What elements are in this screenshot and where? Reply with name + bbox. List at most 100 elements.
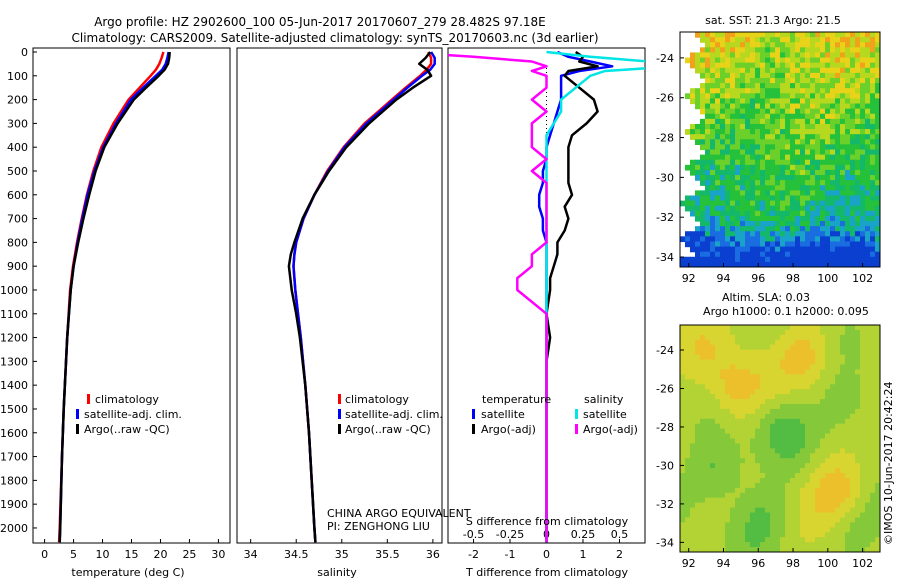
map-cell: [725, 226, 731, 232]
map-cell: [845, 169, 851, 176]
map-cell: [750, 354, 756, 361]
map-cell: [815, 359, 821, 366]
map-cell: [700, 433, 706, 440]
map-cell: [755, 517, 761, 523]
map-cell: [865, 123, 871, 130]
map-cell: [870, 144, 876, 151]
map-cell: [830, 458, 836, 464]
map-cell: [875, 215, 880, 222]
map-cell: [770, 512, 776, 519]
map-cell: [685, 433, 691, 440]
map-cell: [860, 256, 866, 263]
map-cell: [725, 139, 731, 145]
map-cell: [790, 487, 796, 494]
map-cell: [790, 482, 796, 489]
map-cell: [845, 139, 851, 145]
map-cell: [775, 344, 781, 351]
map-cell: [780, 325, 786, 331]
map-cell: [790, 246, 796, 253]
map-y-tick-label: -34: [656, 251, 674, 264]
map-cell: [725, 93, 731, 100]
map-cell: [815, 522, 821, 528]
map-cell: [795, 164, 801, 171]
map-cell: [795, 77, 801, 84]
map-cell: [845, 52, 851, 59]
map-cell: [870, 492, 876, 499]
map-cell: [780, 379, 786, 385]
map-cell: [680, 329, 686, 336]
map-cell: [685, 403, 691, 410]
map-cell: [860, 325, 866, 331]
map-cell: [740, 349, 746, 356]
map-cell: [720, 88, 726, 94]
map-cell: [800, 144, 806, 151]
map-cell: [835, 463, 841, 469]
map-cell: [870, 359, 876, 366]
map-cell: [780, 88, 786, 94]
map-cell: [705, 261, 711, 267]
map-cell: [760, 473, 766, 479]
map-cell: [695, 512, 701, 519]
map-cell: [695, 482, 701, 489]
map-cell: [820, 88, 826, 94]
map-cell: [835, 215, 841, 222]
map-cell: [735, 527, 741, 533]
map-cell: [745, 473, 751, 479]
map-cell: [685, 532, 691, 538]
map-cell: [855, 103, 861, 110]
map-cell: [835, 195, 841, 202]
map-cell: [705, 399, 711, 405]
map-cell: [795, 180, 801, 186]
map-cell: [745, 144, 751, 151]
map-cell: [750, 522, 756, 528]
map-cell: [710, 210, 716, 217]
map-cell: [710, 522, 716, 528]
map-cell: [825, 517, 831, 523]
map-cell: [835, 67, 841, 74]
map-cell: [700, 57, 706, 64]
map-cell: [690, 329, 696, 336]
depth-axis: 0100200300400500600700800900100011001200…: [0, 46, 37, 535]
map-cell: [715, 47, 721, 54]
map-cell: [700, 205, 706, 212]
map-cell: [760, 52, 766, 59]
map-cell: [735, 180, 741, 186]
map-cell: [700, 154, 706, 161]
map-cell: [770, 83, 776, 89]
map-cell: [865, 205, 871, 212]
map-cell: [855, 423, 861, 430]
map-cell: [775, 542, 781, 548]
map-cell: [795, 154, 801, 161]
map-cell: [875, 134, 880, 140]
map-cell: [755, 369, 761, 375]
map-cell: [830, 394, 836, 400]
map-cell: [815, 384, 821, 390]
map-cell: [855, 93, 861, 100]
map-cell: [735, 190, 741, 197]
map-cell: [805, 325, 811, 331]
map-cell: [760, 67, 766, 74]
map-cell: [850, 154, 856, 161]
map-cell: [800, 88, 806, 94]
map-cell: [700, 103, 706, 110]
map-cell: [825, 349, 831, 356]
map-x-tick-label: 98: [786, 272, 800, 285]
map-cell: [785, 205, 791, 212]
map-cell: [780, 129, 786, 135]
map-cell: [835, 473, 841, 479]
map-cell: [785, 215, 791, 222]
map-cell: [750, 413, 756, 420]
map-cell: [875, 164, 880, 171]
map-cell: [720, 52, 726, 59]
map-cell: [750, 200, 756, 207]
map-cell: [785, 185, 791, 191]
map-cell: [840, 482, 846, 489]
map-cell: [730, 517, 736, 523]
map-cell: [820, 57, 826, 64]
map-cell: [740, 527, 746, 533]
map-cell: [815, 118, 821, 125]
map-cell: [710, 261, 716, 267]
map-cell: [785, 418, 791, 425]
map-cell: [820, 418, 826, 425]
map-cell: [825, 118, 831, 125]
